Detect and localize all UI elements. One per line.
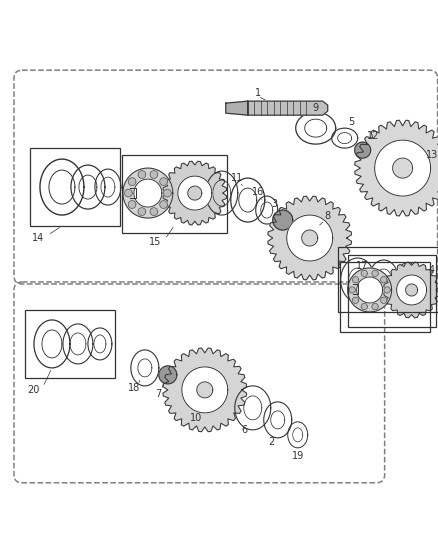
Text: 11: 11 [231,173,243,183]
Polygon shape [287,215,333,261]
Polygon shape [134,179,162,207]
Polygon shape [406,284,417,296]
Polygon shape [348,268,392,312]
Polygon shape [355,142,371,158]
Text: 6: 6 [242,425,248,435]
Polygon shape [349,287,355,293]
Text: 16: 16 [252,187,264,197]
Polygon shape [160,200,167,208]
Polygon shape [150,208,158,215]
Polygon shape [355,120,438,216]
Polygon shape [159,366,177,384]
Polygon shape [392,158,413,178]
Polygon shape [123,168,173,218]
Polygon shape [273,210,293,230]
Polygon shape [197,382,213,398]
Polygon shape [381,297,387,303]
Bar [340,262,430,332]
Polygon shape [397,275,427,305]
Polygon shape [357,277,383,303]
Text: 17: 17 [356,261,368,271]
Polygon shape [124,189,132,197]
Polygon shape [188,186,202,200]
Polygon shape [128,178,136,185]
Bar [348,255,436,327]
Polygon shape [178,176,212,210]
Polygon shape [384,287,390,293]
Polygon shape [268,196,352,280]
Text: 18: 18 [128,383,140,393]
Text: 1: 1 [254,88,261,98]
Polygon shape [182,367,228,413]
Polygon shape [248,101,328,115]
Polygon shape [361,303,367,310]
Polygon shape [138,208,146,215]
Bar [338,247,438,312]
Bar [122,155,227,233]
Polygon shape [352,297,359,303]
Polygon shape [384,262,438,318]
Polygon shape [352,277,359,283]
Polygon shape [128,200,136,208]
Polygon shape [160,178,167,185]
Text: 13: 13 [425,150,438,160]
Text: 2: 2 [268,437,275,447]
Polygon shape [361,270,367,277]
Text: 19: 19 [292,451,304,461]
Text: 20: 20 [27,385,39,395]
Text: 5: 5 [349,117,355,127]
Text: 8: 8 [325,211,331,221]
Text: 10: 10 [190,413,202,423]
Polygon shape [163,348,247,432]
Polygon shape [374,140,431,196]
Polygon shape [226,101,248,115]
Bar [25,310,115,378]
Text: 14: 14 [32,233,44,243]
Text: 3: 3 [272,199,278,209]
Bar [30,148,120,226]
Polygon shape [381,277,387,283]
Polygon shape [163,189,171,197]
Polygon shape [150,171,158,179]
Text: 15: 15 [148,237,161,247]
Polygon shape [372,270,378,277]
Text: 4: 4 [428,265,434,275]
Polygon shape [138,171,146,179]
Polygon shape [372,303,378,310]
Polygon shape [302,230,318,246]
Text: 7: 7 [155,389,161,399]
Text: 9: 9 [313,103,319,113]
Polygon shape [163,161,226,225]
Text: 12: 12 [367,131,379,141]
